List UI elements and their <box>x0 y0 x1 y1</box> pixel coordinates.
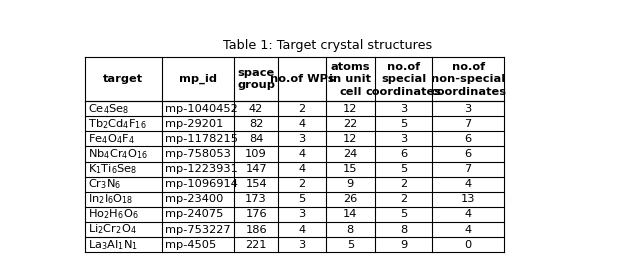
Text: In$_2$I$_6$O$_{18}$: In$_2$I$_6$O$_{18}$ <box>88 192 133 206</box>
Text: 109: 109 <box>245 149 267 159</box>
Text: Table 1: Target crystal structures: Table 1: Target crystal structures <box>223 39 433 52</box>
Text: 147: 147 <box>245 164 267 174</box>
Text: 82: 82 <box>249 119 263 129</box>
Text: 84: 84 <box>249 134 263 144</box>
Text: 4: 4 <box>298 149 305 159</box>
Text: 154: 154 <box>245 179 267 189</box>
Text: 42: 42 <box>249 104 263 114</box>
Text: 2: 2 <box>298 104 305 114</box>
Text: mp-23400: mp-23400 <box>165 194 223 204</box>
Text: 22: 22 <box>343 119 358 129</box>
Text: 6: 6 <box>400 149 407 159</box>
Text: 9: 9 <box>400 240 407 250</box>
Text: 4: 4 <box>465 179 472 189</box>
Text: mp-1040452: mp-1040452 <box>165 104 237 114</box>
Text: 8: 8 <box>347 224 354 235</box>
Text: 6: 6 <box>465 149 472 159</box>
Text: mp-4505: mp-4505 <box>165 240 216 250</box>
Text: 0: 0 <box>465 240 472 250</box>
Text: 12: 12 <box>343 104 358 114</box>
Text: 4: 4 <box>465 209 472 219</box>
Text: 176: 176 <box>245 209 267 219</box>
Text: Cr$_3$N$_6$: Cr$_3$N$_6$ <box>88 177 121 191</box>
Text: 4: 4 <box>298 224 305 235</box>
Text: 24: 24 <box>343 149 358 159</box>
Text: mp-1178215: mp-1178215 <box>165 134 238 144</box>
Text: mp-24075: mp-24075 <box>165 209 223 219</box>
Text: 13: 13 <box>461 194 476 204</box>
Text: 7: 7 <box>465 119 472 129</box>
Text: 8: 8 <box>400 224 407 235</box>
Text: mp-758053: mp-758053 <box>165 149 230 159</box>
Text: mp-753227: mp-753227 <box>165 224 230 235</box>
Text: no.of
non-special
coordinates: no.of non-special coordinates <box>430 62 506 97</box>
Text: 3: 3 <box>298 134 305 144</box>
Text: 186: 186 <box>245 224 267 235</box>
Text: no.of WPs: no.of WPs <box>269 74 334 84</box>
Text: Tb$_2$Cd$_4$F$_{16}$: Tb$_2$Cd$_4$F$_{16}$ <box>88 117 147 131</box>
Text: Ce$_4$Se$_8$: Ce$_4$Se$_8$ <box>88 102 129 116</box>
Text: no.of
special
coordinates: no.of special coordinates <box>365 62 442 97</box>
Text: mp-29201: mp-29201 <box>165 119 223 129</box>
Text: 26: 26 <box>343 194 358 204</box>
Text: Fe$_4$O$_4$F$_4$: Fe$_4$O$_4$F$_4$ <box>88 132 134 146</box>
Text: Li$_2$Cr$_2$O$_4$: Li$_2$Cr$_2$O$_4$ <box>88 223 137 236</box>
Text: 12: 12 <box>343 134 358 144</box>
Text: 3: 3 <box>298 209 305 219</box>
Text: 3: 3 <box>298 240 305 250</box>
Text: 5: 5 <box>400 209 407 219</box>
Text: 5: 5 <box>400 119 407 129</box>
Text: 14: 14 <box>343 209 358 219</box>
Text: 4: 4 <box>298 119 305 129</box>
Text: 4: 4 <box>298 164 305 174</box>
Text: La$_3$Al$_1$N$_1$: La$_3$Al$_1$N$_1$ <box>88 238 138 251</box>
Text: 5: 5 <box>298 194 305 204</box>
Text: K$_1$Ti$_6$Se$_8$: K$_1$Ti$_6$Se$_8$ <box>88 162 137 176</box>
Text: 4: 4 <box>465 224 472 235</box>
Text: 3: 3 <box>465 104 472 114</box>
Text: 5: 5 <box>400 164 407 174</box>
Text: 3: 3 <box>400 104 407 114</box>
Text: mp_id: mp_id <box>179 74 217 84</box>
Text: mp-1223931: mp-1223931 <box>165 164 237 174</box>
Text: space
group: space group <box>237 68 275 90</box>
Text: 2: 2 <box>400 194 407 204</box>
Text: Nb$_4$Cr$_4$O$_{16}$: Nb$_4$Cr$_4$O$_{16}$ <box>88 147 148 161</box>
Text: 15: 15 <box>343 164 358 174</box>
Text: 5: 5 <box>347 240 354 250</box>
Text: mp-1096914: mp-1096914 <box>165 179 237 189</box>
Text: Ho$_2$H$_6$O$_6$: Ho$_2$H$_6$O$_6$ <box>88 207 138 221</box>
Text: 9: 9 <box>347 179 354 189</box>
Text: atoms
in unit
cell: atoms in unit cell <box>330 62 371 97</box>
Text: 221: 221 <box>245 240 267 250</box>
Text: 3: 3 <box>400 134 407 144</box>
Text: 7: 7 <box>465 164 472 174</box>
Text: 2: 2 <box>400 179 407 189</box>
Text: 6: 6 <box>465 134 472 144</box>
Text: target: target <box>103 74 143 84</box>
Text: 2: 2 <box>298 179 305 189</box>
Text: 173: 173 <box>245 194 267 204</box>
